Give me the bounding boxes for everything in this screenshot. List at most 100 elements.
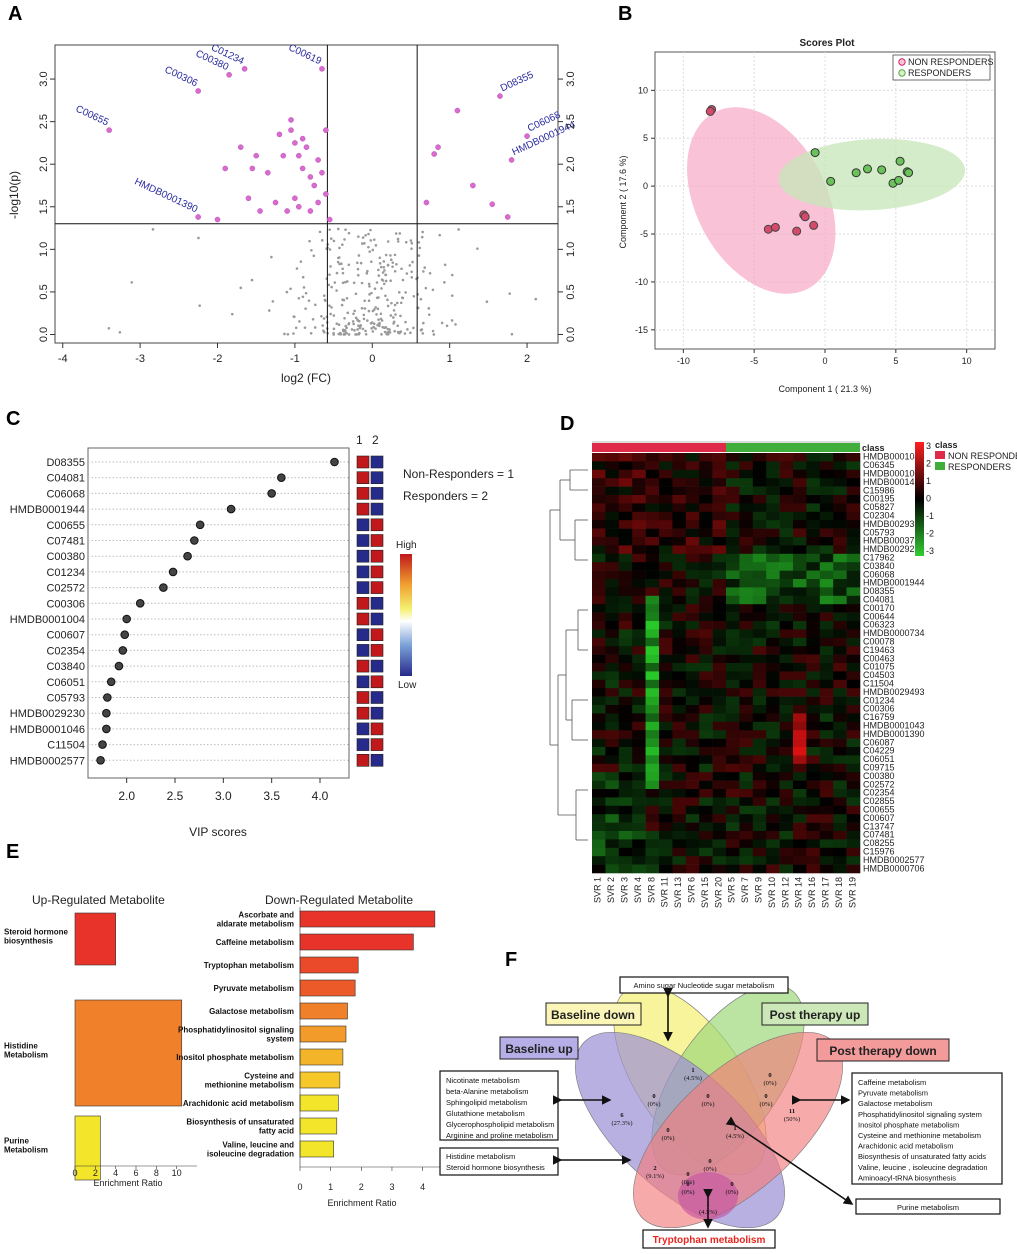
heatmap-cell — [659, 755, 673, 765]
volcano-point-ns — [389, 279, 392, 282]
heatmap-cell — [793, 864, 807, 874]
heatmap-cell — [833, 553, 847, 563]
heatmap-row-label: C00078 — [863, 637, 895, 647]
vip-x-tick-label: 2.5 — [167, 789, 184, 803]
heatmap-cell — [618, 646, 633, 655]
heatmap-cell — [659, 713, 673, 723]
vip-heat-cell-2 — [370, 659, 384, 673]
heatmap-cell — [618, 545, 633, 555]
heatmap-cell — [659, 663, 673, 672]
heatmap-cell — [685, 537, 700, 546]
heatmap-cell — [739, 864, 754, 874]
heatmap-cell — [699, 696, 713, 706]
panel-label-e: E — [6, 841, 19, 863]
heatmap-cell — [672, 537, 687, 546]
heatmap-cell — [632, 478, 646, 487]
volcano-point-significant — [326, 216, 333, 223]
heatmap-cell — [846, 705, 861, 714]
heatmap-cell — [618, 780, 633, 790]
heatmap-cell — [739, 486, 754, 496]
heatmap-cell — [793, 621, 807, 630]
heatmap-cell — [685, 747, 700, 756]
volcano-point-ns — [352, 281, 356, 285]
vip-feature-label: C00655 — [46, 520, 85, 532]
heatmap-cell — [592, 679, 606, 689]
heatmap-cell — [659, 822, 673, 832]
heatmap-cell — [645, 511, 660, 521]
heatmap-cell — [592, 713, 606, 723]
volcano-point-ns — [283, 332, 286, 336]
heatmap-cell — [766, 495, 780, 504]
heatmap-cell — [739, 671, 754, 681]
heatmap-cell — [699, 612, 713, 622]
volcano-point-ns — [373, 287, 377, 290]
volcano-point-ns — [318, 230, 322, 234]
heatmap-cell — [806, 486, 821, 496]
heatmap-cell — [618, 595, 633, 605]
volcano-y-tick-label: 2.0 — [38, 157, 50, 172]
heatmap-cell — [699, 579, 713, 588]
heatmap-cell — [645, 713, 660, 723]
heatmap-cell — [618, 713, 633, 723]
vip-feature-label: D08355 — [46, 457, 85, 469]
heatmap-cell — [672, 478, 687, 487]
heatmap-cell — [779, 763, 794, 773]
heatmap-cell — [779, 570, 794, 580]
heatmap-cell — [605, 738, 620, 748]
heatmap-cell — [659, 461, 673, 471]
volcano-point-ns — [450, 294, 454, 297]
volcano-point-ns — [286, 332, 290, 336]
heatmap-cell — [806, 671, 821, 681]
heatmap-cell — [699, 604, 713, 613]
volcano-point-significant — [323, 191, 329, 197]
heatmap-cell — [833, 453, 847, 462]
heatmap-col-label: SVR 6 — [687, 877, 697, 903]
vip-heat-cell-2 — [370, 581, 384, 594]
heatmap-cell — [672, 721, 687, 731]
heatmap-row-label: C06051 — [863, 754, 895, 764]
heatmap-cell — [618, 654, 633, 664]
heatmap-cell — [806, 511, 821, 521]
heatmap-cell — [752, 621, 767, 630]
down-x-tick-label: 2 — [359, 1182, 364, 1192]
volcano-point-ns — [417, 241, 421, 244]
vip-rows: D08355C04081C06068HMDB0001944C00655C0748… — [10, 455, 384, 767]
heatmap-cell — [659, 789, 673, 798]
heatmap-cell — [672, 461, 687, 471]
heatmap-legend-swatch-responders — [935, 462, 945, 470]
venn-box-bottom — [642, 1229, 776, 1249]
volcano-point-ns — [408, 264, 412, 267]
volcano-point-ns — [369, 228, 372, 232]
heatmap-cell — [632, 520, 646, 529]
volcano-point-ns — [361, 327, 365, 331]
down-bar — [299, 1048, 344, 1066]
up-bar — [74, 1115, 101, 1181]
heatmap-row-label: C02572 — [863, 779, 895, 789]
heatmap-cell — [726, 461, 740, 471]
down-x-label: Enrichment Ratio — [327, 1198, 396, 1208]
heatmap-row-label: C15976 — [863, 847, 895, 857]
volcano-point-ns — [372, 238, 376, 241]
heatmap-cell — [846, 864, 861, 874]
up-regulated-title: Up-Regulated Metabolite — [32, 893, 165, 907]
heatmap-cell — [793, 730, 807, 739]
heatmap-cell — [699, 654, 713, 664]
heatmap-cell — [819, 595, 834, 605]
volcano-point-ns — [289, 287, 292, 291]
heatmap-cell — [645, 595, 660, 605]
heatmap-cell — [699, 671, 713, 681]
volcano-point-ns — [343, 238, 346, 241]
heatmap-cell — [779, 562, 794, 571]
heatmap-cell — [605, 814, 620, 823]
venn-region-percent: (50%) — [784, 1116, 800, 1123]
heatmap-cell — [766, 528, 780, 538]
heatmap-legend-swatch-nonresponders — [935, 451, 945, 459]
heatmap-cell — [819, 713, 834, 723]
volcano-point-ns — [341, 281, 345, 285]
heatmap-cell — [766, 461, 780, 471]
vip-heat-cell-1 — [356, 502, 370, 516]
heatmap-cell — [806, 713, 821, 723]
volcano-point-ns — [368, 250, 371, 253]
heatmap-cell — [779, 604, 794, 613]
venn-region-percent: (0%) — [662, 1135, 675, 1142]
